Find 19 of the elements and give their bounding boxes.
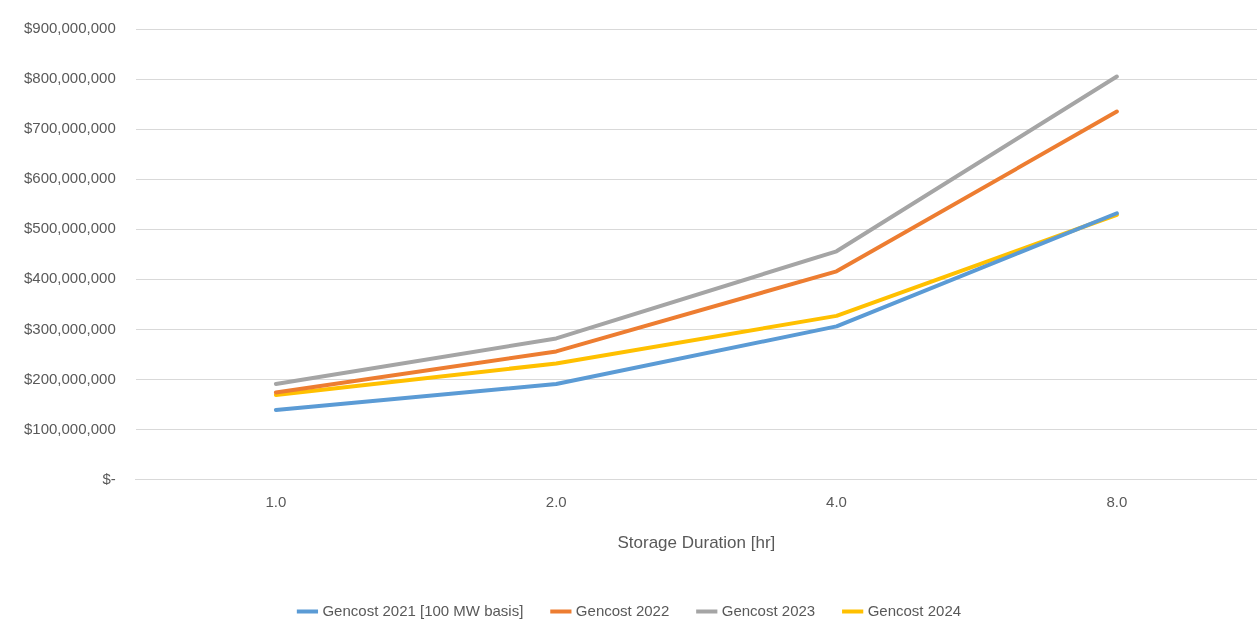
x-tick-label: 8.0	[1106, 492, 1128, 510]
y-tick-label: $700,000,000	[23, 119, 116, 137]
y-tick-label: $-	[102, 469, 116, 487]
legend-label: Gencost 2023	[721, 601, 816, 619]
y-tick-label: $500,000,000	[23, 219, 116, 237]
y-tick-label: $800,000,000	[23, 69, 116, 87]
x-tick-label: 1.0	[265, 492, 287, 510]
legend-label: Gencost 2022	[575, 601, 670, 619]
y-tick-label: $200,000,000	[23, 369, 116, 387]
legend-label: Gencost 2024	[867, 601, 962, 619]
x-tick-label: 2.0	[545, 492, 567, 510]
legend-label: Gencost 2021 [100 MW basis]	[322, 601, 524, 619]
y-tick-label: $100,000,000	[23, 419, 116, 437]
x-axis-title: Storage Duration [hr]	[617, 533, 776, 553]
y-tick-label: $900,000,000	[23, 19, 116, 37]
x-tick-label: 4.0	[826, 492, 847, 510]
y-tick-label: $400,000,000	[23, 269, 116, 287]
y-tick-label: $300,000,000	[23, 319, 116, 337]
y-tick-label: $600,000,000	[23, 169, 116, 187]
